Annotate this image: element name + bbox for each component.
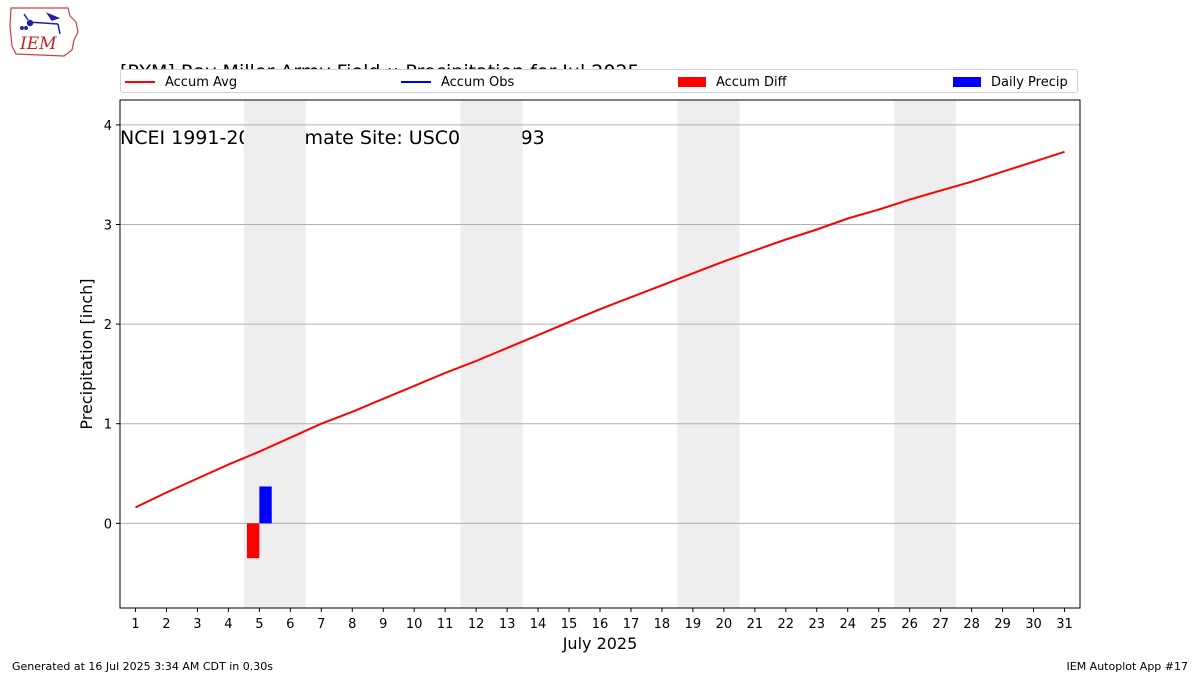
legend-item-accum-avg: Accum Avg [125, 70, 237, 94]
x-tick-label-18: 18 [654, 617, 671, 632]
weekend-spans [243, 100, 957, 608]
x-axis-ticks: 1 2 3 4 5 6 7 8 9 10 11 12 13 14 15 16 17 18 19 20 21 22 23 24 2… [131, 608, 1073, 632]
legend-item-accum-diff: Accum Diff [678, 70, 787, 94]
y-tick-label-4: 4 [104, 119, 112, 134]
x-tick-label-10: 10 [406, 617, 423, 632]
legend-swatch-daily-precip [953, 77, 981, 87]
grid-lines [120, 124, 1080, 524]
legend-item-daily-precip: Daily Precip [953, 70, 1068, 94]
x-tick-label-31: 31 [1056, 617, 1073, 632]
logo-text: IEM [19, 34, 57, 54]
iem-logo: IEM [8, 6, 80, 58]
x-tick-label-22: 22 [778, 617, 795, 632]
x-tick-label-19: 19 [685, 617, 702, 632]
x-tick-label-23: 23 [809, 617, 826, 632]
x-tick-label-24: 24 [839, 617, 856, 632]
legend-label-accum-obs: Accum Obs [441, 74, 515, 90]
bar-daily-precip-0 [259, 486, 272, 524]
y-axis-label: Precipitation [inch] [77, 278, 96, 429]
x-tick-label-26: 26 [901, 617, 918, 632]
x-tick-label-2: 2 [162, 617, 170, 632]
x-tick-label-1: 1 [131, 617, 139, 632]
legend-swatch-accum-obs [401, 81, 431, 83]
weekend-span-3 [894, 100, 957, 608]
legend-label-accum-avg: Accum Avg [165, 74, 238, 90]
autoplot-app-label: IEM Autoplot App #17 [1066, 660, 1189, 673]
legend-item-accum-obs: Accum Obs [401, 70, 514, 94]
x-tick-label-15: 15 [561, 617, 578, 632]
x-tick-label-9: 9 [379, 617, 387, 632]
bar-series [246, 486, 272, 559]
bar-accum-diff-0 [246, 523, 260, 559]
x-axis-label: July 2025 [562, 634, 638, 653]
x-tick-label-8: 8 [348, 617, 356, 632]
weekend-span-2 [677, 100, 740, 608]
y-tick-label-0: 0 [104, 517, 112, 532]
generated-timestamp: Generated at 16 Jul 2025 3:34 AM CDT in … [12, 660, 273, 673]
legend-swatch-accum-avg [125, 81, 155, 83]
legend-label-accum-diff: Accum Diff [716, 74, 787, 90]
line-series [135, 150, 1065, 509]
legend-label-daily-precip: Daily Precip [991, 74, 1068, 90]
x-tick-label-7: 7 [317, 617, 325, 632]
x-tick-label-21: 21 [747, 617, 764, 632]
x-tick-label-14: 14 [530, 617, 547, 632]
x-tick-label-5: 5 [255, 617, 263, 632]
x-tick-label-13: 13 [499, 617, 516, 632]
chart-legend: Accum Avg Accum Obs Accum Diff Daily Pre… [120, 69, 1078, 93]
x-tick-label-6: 6 [286, 617, 294, 632]
y-tick-label-1: 1 [104, 418, 112, 433]
x-tick-label-11: 11 [437, 617, 454, 632]
x-tick-label-12: 12 [468, 617, 485, 632]
x-tick-label-17: 17 [623, 617, 640, 632]
x-tick-label-29: 29 [994, 617, 1011, 632]
x-tick-label-16: 16 [592, 617, 609, 632]
x-tick-label-28: 28 [963, 617, 980, 632]
y-tick-label-3: 3 [104, 219, 112, 234]
x-tick-label-3: 3 [193, 617, 201, 632]
y-axis-ticks: 0 1 2 3 4 [104, 119, 120, 532]
x-tick-label-27: 27 [932, 617, 949, 632]
legend-swatch-accum-diff [678, 77, 706, 87]
x-tick-label-4: 4 [224, 617, 232, 632]
x-tick-label-30: 30 [1025, 617, 1042, 632]
y-tick-label-2: 2 [104, 318, 112, 333]
series-line-accum-avg [135, 150, 1065, 509]
x-tick-label-25: 25 [870, 617, 887, 632]
x-tick-label-20: 20 [716, 617, 733, 632]
